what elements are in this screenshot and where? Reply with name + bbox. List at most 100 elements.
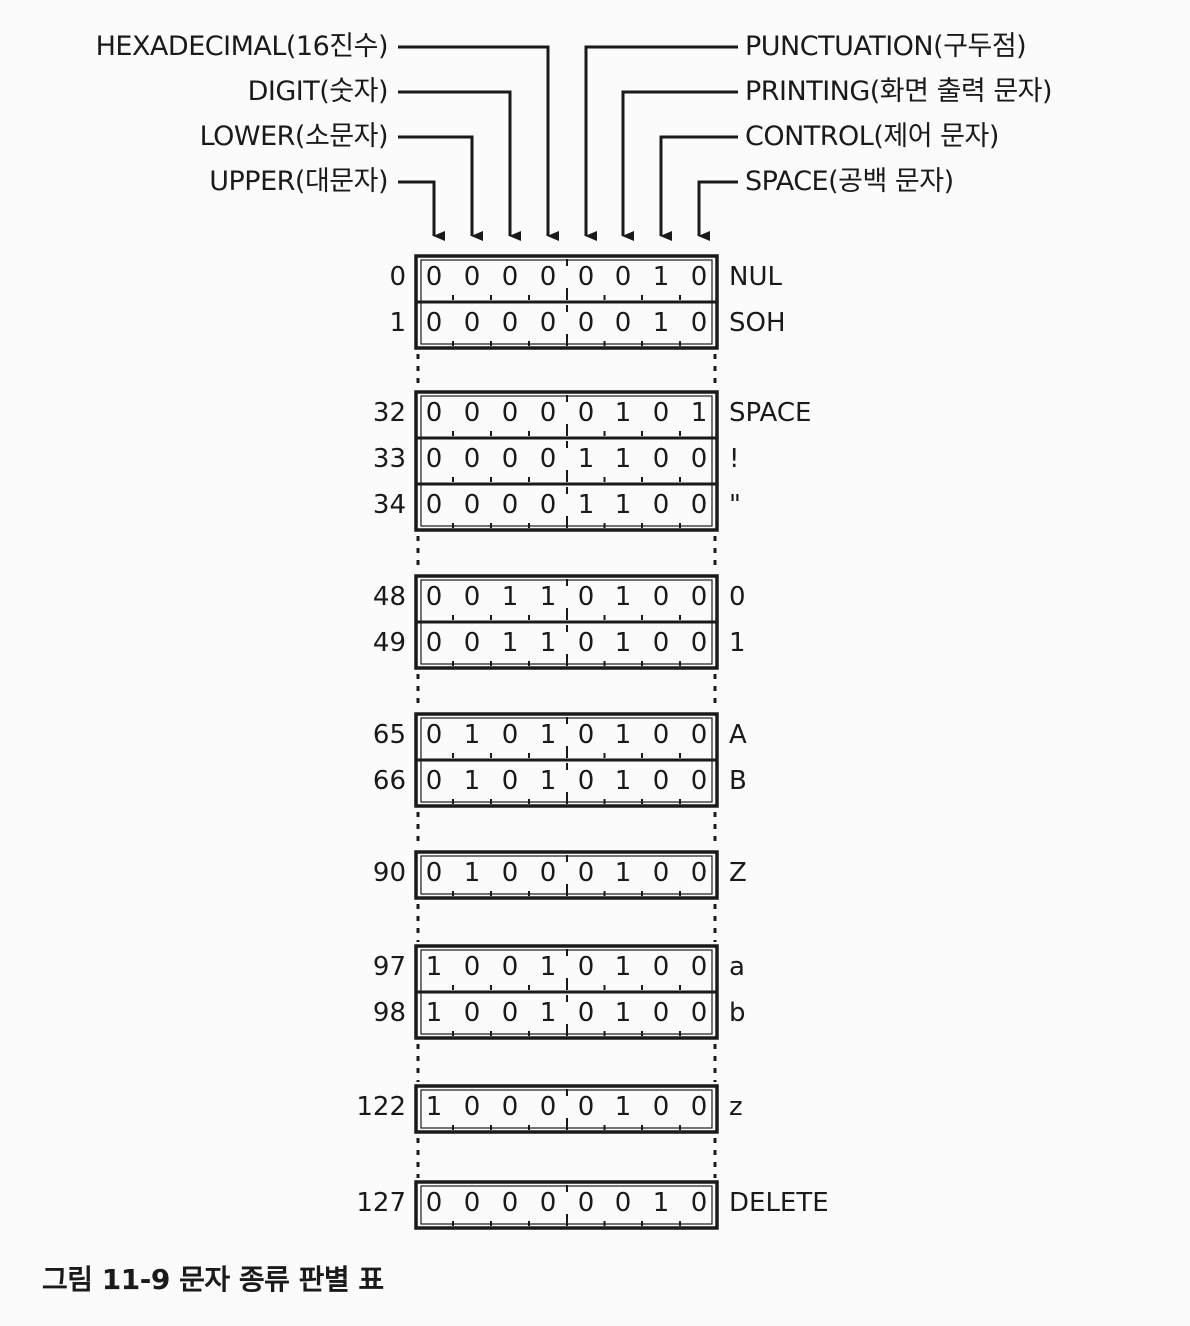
char-name: 0 — [729, 582, 746, 612]
char-name: ! — [729, 444, 740, 474]
label-lower: LOWER(소문자) — [199, 121, 389, 152]
bit-cell: 0 — [690, 998, 708, 1028]
bit-cell: 1 — [577, 490, 595, 520]
bit-cell: 1 — [539, 766, 557, 796]
bit-cell: 0 — [652, 1092, 670, 1122]
bit-cell: 0 — [690, 720, 708, 750]
bit-cell: 0 — [463, 490, 481, 520]
char-code: 1 — [389, 308, 406, 338]
bit-cell: 1 — [501, 582, 519, 612]
bit-cell: 0 — [539, 490, 557, 520]
bit-cell: 0 — [501, 766, 519, 796]
bit-cell: 0 — [577, 1092, 595, 1122]
bit-cell: 0 — [425, 490, 443, 520]
bit-cell: 0 — [425, 398, 443, 428]
bit-cell: 1 — [501, 628, 519, 658]
bit-cell: 1 — [652, 308, 670, 338]
bit-table — [414, 254, 719, 1230]
char-code: 32 — [372, 398, 406, 428]
char-name: b — [729, 998, 746, 1028]
bit-cell: 1 — [463, 720, 481, 750]
bit-cell: 0 — [501, 398, 519, 428]
bit-cell: 0 — [652, 490, 670, 520]
bit-cell: 1 — [425, 952, 443, 982]
bit-cell: 0 — [577, 308, 595, 338]
bit-cell: 0 — [690, 1092, 708, 1122]
bit-cell: 0 — [690, 444, 708, 474]
bit-cell: 1 — [425, 998, 443, 1028]
bit-cell: 0 — [501, 998, 519, 1028]
bit-cell: 0 — [652, 858, 670, 888]
bit-cell: 0 — [501, 858, 519, 888]
bit-cell: 0 — [501, 1188, 519, 1218]
label-digit: DIGIT(숫자) — [247, 76, 389, 107]
bit-cell: 1 — [614, 398, 632, 428]
bit-cell: 1 — [614, 998, 632, 1028]
bit-cell: 0 — [539, 444, 557, 474]
bit-cell: 0 — [501, 490, 519, 520]
arrow-digit — [398, 90, 521, 241]
bit-cell: 0 — [463, 998, 481, 1028]
bit-cell: 0 — [577, 628, 595, 658]
bit-cell: 0 — [501, 720, 519, 750]
bit-cell: 1 — [539, 998, 557, 1028]
bit-cell: 1 — [690, 398, 708, 428]
bit-cell: 0 — [652, 720, 670, 750]
bit-cell: 1 — [614, 766, 632, 796]
bit-cell: 0 — [652, 628, 670, 658]
bit-cell: 0 — [425, 1188, 443, 1218]
arrow-control — [659, 135, 738, 241]
bit-cell: 0 — [690, 952, 708, 982]
bit-cell: 0 — [425, 262, 443, 292]
bit-cell: 0 — [539, 1092, 557, 1122]
arrow-printing — [621, 90, 738, 241]
bit-cell: 0 — [690, 1188, 708, 1218]
char-name: z — [729, 1092, 743, 1122]
char-code: 127 — [356, 1188, 406, 1218]
bit-cell: 0 — [690, 262, 708, 292]
bit-cell: 0 — [463, 444, 481, 474]
bit-cell: 0 — [463, 1092, 481, 1122]
bit-cell: 0 — [463, 1188, 481, 1218]
char-code: 0 — [389, 262, 406, 292]
bit-cell: 1 — [539, 952, 557, 982]
bit-cell: 1 — [463, 858, 481, 888]
bit-cell: 0 — [539, 1188, 557, 1218]
bit-cell: 0 — [577, 398, 595, 428]
bit-cell: 0 — [463, 262, 481, 292]
bit-cell: 0 — [463, 398, 481, 428]
group-box — [414, 1084, 719, 1134]
bit-cell: 0 — [652, 952, 670, 982]
bit-cell: 1 — [614, 720, 632, 750]
label-control: CONTROL(제어 문자) — [745, 121, 999, 152]
char-code: 90 — [372, 858, 406, 888]
bit-cell: 0 — [577, 582, 595, 612]
bit-cell: 0 — [539, 398, 557, 428]
bit-cell: 1 — [425, 1092, 443, 1122]
arrow-upper — [398, 180, 445, 241]
char-code: 34 — [372, 490, 406, 520]
bit-cell: 0 — [690, 858, 708, 888]
label-upper: UPPER(대문자) — [209, 166, 388, 197]
bit-cell: 1 — [614, 628, 632, 658]
bit-cell: 0 — [501, 1092, 519, 1122]
bit-cell: 0 — [463, 952, 481, 982]
char-name: A — [729, 720, 747, 750]
arrow-hexadecimal — [398, 45, 559, 241]
bit-cell: 0 — [690, 308, 708, 338]
bit-cell: 0 — [577, 262, 595, 292]
bit-cell: 0 — [652, 998, 670, 1028]
arrow-space — [697, 180, 738, 241]
group-box — [414, 390, 719, 532]
char-code: 97 — [372, 952, 406, 982]
figure-caption: 그림 11-9 문자 종류 판별 표 — [42, 1263, 384, 1296]
bit-cell: 0 — [690, 582, 708, 612]
bit-cell: 0 — [577, 720, 595, 750]
bit-cell: 0 — [577, 952, 595, 982]
bit-cell: 0 — [577, 1188, 595, 1218]
bit-cell: 0 — [577, 858, 595, 888]
bit-cell: 0 — [425, 628, 443, 658]
bit-cell: 0 — [577, 766, 595, 796]
bit-cell: 1 — [614, 952, 632, 982]
